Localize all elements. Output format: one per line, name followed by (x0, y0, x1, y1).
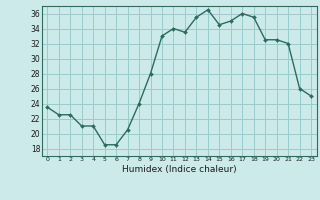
X-axis label: Humidex (Indice chaleur): Humidex (Indice chaleur) (122, 165, 236, 174)
